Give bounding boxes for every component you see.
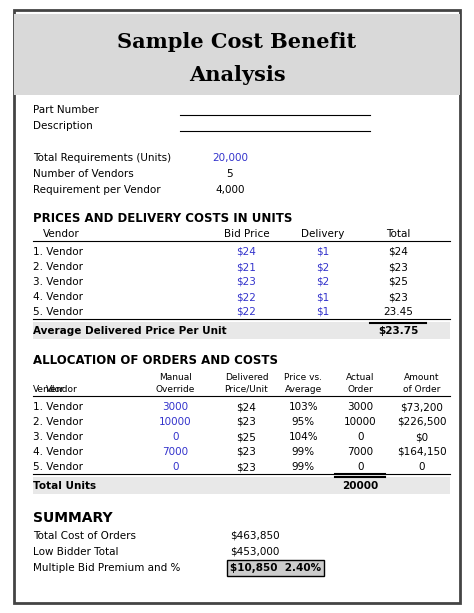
Text: ALLOCATION OF ORDERS AND COSTS: ALLOCATION OF ORDERS AND COSTS [33,354,278,368]
Text: Average: Average [285,384,322,394]
Text: $1: $1 [316,292,329,302]
Text: $453,000: $453,000 [230,547,279,557]
Text: 99%: 99% [292,462,315,472]
Text: Amount: Amount [404,373,439,381]
Text: SUMMARY: SUMMARY [33,511,113,525]
Text: 1. Vendor: 1. Vendor [33,247,83,257]
Text: 10000: 10000 [344,417,376,427]
Text: $1: $1 [316,307,329,317]
Text: $23: $23 [237,462,256,472]
Text: $23: $23 [388,292,408,302]
Text: 5: 5 [227,169,233,179]
Text: 0: 0 [172,462,179,472]
Text: Price vs.: Price vs. [284,373,322,381]
Text: $10,850  2.40%: $10,850 2.40% [230,563,321,573]
Text: Bid Price: Bid Price [224,229,269,239]
Text: $2: $2 [316,277,329,287]
Text: $2: $2 [316,262,329,272]
Text: $23: $23 [237,447,256,457]
Text: $24: $24 [237,402,256,412]
Text: Description: Description [33,121,93,131]
Text: Vendor: Vendor [33,384,65,394]
Text: $73,200: $73,200 [401,402,443,412]
Text: $1: $1 [316,247,329,257]
Text: 2. Vendor: 2. Vendor [33,262,83,272]
Text: $23.75: $23.75 [378,326,419,336]
Text: $23: $23 [237,417,256,427]
Text: Delivery: Delivery [301,229,344,239]
Text: Delivered: Delivered [225,373,268,381]
Text: Order: Order [347,384,373,394]
Text: Vendor: Vendor [46,384,77,394]
Text: 3000: 3000 [162,402,189,412]
Text: $24: $24 [388,247,408,257]
Text: 4,000: 4,000 [215,185,245,195]
Text: Override: Override [155,384,195,394]
Text: 3. Vendor: 3. Vendor [33,432,83,442]
Text: $22: $22 [237,292,256,302]
Text: 104%: 104% [289,432,318,442]
Text: 1. Vendor: 1. Vendor [33,402,83,412]
Text: $21: $21 [237,262,256,272]
Text: 7000: 7000 [347,447,374,457]
Text: 7000: 7000 [162,447,189,457]
Text: $164,150: $164,150 [397,447,447,457]
Text: Price/Unit: Price/Unit [225,384,268,394]
Text: Low Bidder Total: Low Bidder Total [33,547,118,557]
Text: Total: Total [386,229,410,239]
Text: Multiple Bid Premium and %: Multiple Bid Premium and % [33,563,181,573]
Text: Analysis: Analysis [189,65,285,85]
Text: 0: 0 [419,462,425,472]
Text: $0: $0 [415,432,428,442]
Text: Manual: Manual [159,373,192,381]
Text: 3. Vendor: 3. Vendor [33,277,83,287]
Text: Number of Vendors: Number of Vendors [33,169,134,179]
Text: 10000: 10000 [159,417,191,427]
Text: 0: 0 [357,462,364,472]
Text: 23.45: 23.45 [383,307,413,317]
Text: $23: $23 [388,262,408,272]
Text: 99%: 99% [292,447,315,457]
Text: PRICES AND DELIVERY COSTS IN UNITS: PRICES AND DELIVERY COSTS IN UNITS [33,211,292,224]
Text: 4. Vendor: 4. Vendor [33,292,83,302]
Text: $23: $23 [237,277,256,287]
Text: $24: $24 [237,247,256,257]
Text: 5. Vendor: 5. Vendor [33,462,83,472]
Text: 20,000: 20,000 [212,153,248,163]
Text: 95%: 95% [292,417,315,427]
Text: Requirement per Vendor: Requirement per Vendor [33,185,161,195]
Text: $22: $22 [237,307,256,317]
Text: 103%: 103% [289,402,318,412]
Text: 0: 0 [357,432,364,442]
Text: 2. Vendor: 2. Vendor [33,417,83,427]
Text: 20000: 20000 [342,481,378,491]
Text: 5. Vendor: 5. Vendor [33,307,83,317]
Text: $463,850: $463,850 [230,531,280,541]
Text: Actual: Actual [346,373,374,381]
Bar [33,322,450,339]
Text: 3000: 3000 [347,402,374,412]
Text: Sample Cost Benefit: Sample Cost Benefit [118,32,356,52]
Text: of Order: of Order [403,384,440,394]
Text: Total Requirements (Units): Total Requirements (Units) [33,153,171,163]
Text: $226,500: $226,500 [397,417,447,427]
Text: $25: $25 [388,277,408,287]
Text: 0: 0 [172,432,179,442]
Text: 4. Vendor: 4. Vendor [33,447,83,457]
Text: Total Units: Total Units [33,481,96,491]
Text: Average Delivered Price Per Unit: Average Delivered Price Per Unit [33,326,227,336]
Text: Part Number: Part Number [33,105,99,115]
Text: Total Cost of Orders: Total Cost of Orders [33,531,136,541]
Bar [33,477,450,494]
Bar [14,14,460,95]
Text: $25: $25 [237,432,256,442]
Text: Vendor: Vendor [43,229,80,239]
